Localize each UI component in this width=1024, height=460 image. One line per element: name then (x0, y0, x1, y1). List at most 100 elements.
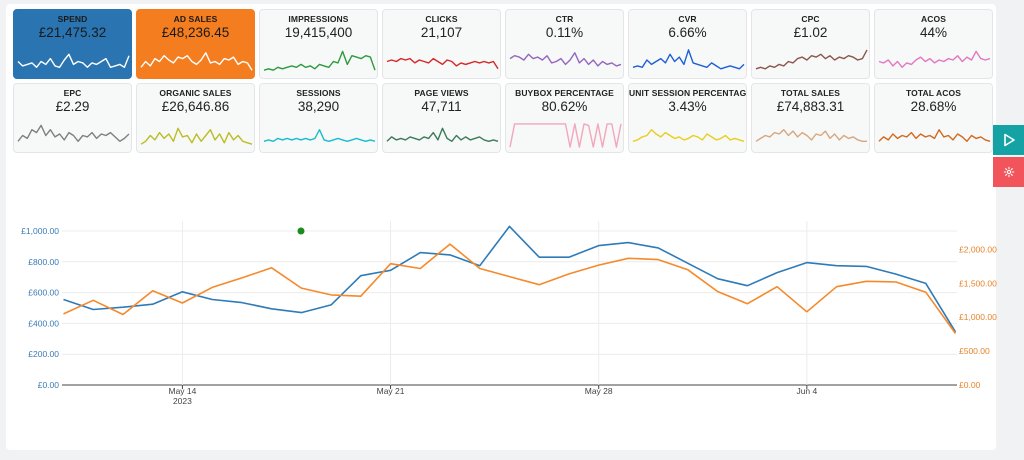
main-chart: £0.00 £200.00 £400.00 £600.00 £800.00 £1,000.… (0, 200, 1024, 420)
metric-card-sparkline (878, 50, 991, 68)
y-right-tick-label: £1,000.00 (959, 312, 997, 322)
metric-card-total-sales[interactable]: TOTAL SALES £74,883.31 (751, 83, 870, 153)
metric-card-value: 80.62% (541, 99, 588, 114)
metric-card-sparkline (878, 129, 991, 142)
sparkline-path (878, 129, 991, 142)
sparkline-path (140, 127, 253, 145)
metric-card-sparkline (263, 50, 376, 71)
metric-card-sparkline (632, 129, 745, 142)
sparkline-path (509, 123, 622, 148)
x-tick-label: Jun 4 (796, 386, 817, 396)
metric-card-sparkline (263, 129, 376, 142)
metric-card-value: 44% (919, 25, 948, 40)
metric-card-label: ORGANIC SALES (159, 88, 232, 98)
sparkline-path (755, 129, 867, 142)
metric-card-value: £2.29 (55, 99, 90, 114)
metric-card-sparkline (509, 52, 622, 67)
x-tick-label: May 28 (585, 386, 613, 396)
metric-card-sparkline (17, 124, 130, 142)
y-left-tick-label: £0.00 (38, 380, 60, 390)
metric-card-unit-session-percentage[interactable]: UNIT SESSION PERCENTAGE 3.43% (628, 83, 747, 153)
sparkline-path (17, 124, 130, 142)
metric-card-impressions[interactable]: IMPRESSIONS 19,415,400 (259, 9, 378, 79)
metric-card-cpc[interactable]: CPC £1.02 (751, 9, 870, 79)
metric-card-value: £1.02 (793, 25, 828, 40)
metric-card-value: £26,646.86 (161, 99, 230, 114)
metric-card-clicks[interactable]: CLICKS 21,107 (382, 9, 501, 79)
metric-card-sparkline (386, 127, 499, 142)
hover-marker-dot (297, 227, 305, 235)
metric-card-sparkline (509, 123, 622, 148)
metric-card-sparkline (140, 127, 253, 145)
metric-card-sparkline (17, 53, 130, 68)
metric-card-sparkline (632, 49, 745, 70)
y-left-tick-label: £800.00 (28, 257, 59, 267)
metric-card-value: £21,475.32 (38, 25, 107, 40)
x-tick-label: 2023 (173, 396, 192, 406)
sparkline-path (263, 50, 376, 71)
sparkline-path (755, 49, 868, 70)
metric-card-value: 47,711 (421, 99, 462, 114)
metric-card-label: SESSIONS (296, 88, 341, 98)
metric-card-value: 3.43% (668, 99, 707, 114)
sparkline-path (140, 52, 253, 71)
metric-card-value: 38,290 (297, 99, 340, 114)
metric-card-buybox-percentage[interactable]: BUYBOX PERCENTAGE 80.62% (505, 83, 624, 153)
y-left-tick-label: £200.00 (28, 349, 59, 359)
metric-card-ctr[interactable]: CTR 0.11% (505, 9, 624, 79)
metric-card-value: 28.68% (910, 99, 957, 114)
metric-card-total-acos[interactable]: TOTAL ACOS 28.68% (874, 83, 993, 153)
y-left-tick-label: £400.00 (28, 318, 59, 328)
series-line-spend (63, 225, 957, 333)
play-button[interactable] (993, 125, 1024, 155)
metric-card-label: UNIT SESSION PERCENTAGE (629, 88, 747, 98)
metric-card-label: TOTAL SALES (780, 88, 841, 98)
metric-card-label: CLICKS (425, 14, 458, 24)
metric-card-label: EPC (63, 88, 82, 98)
main-line-chart: £0.00 £200.00 £400.00 £600.00 £800.00 £1,000.… (21, 221, 997, 406)
metric-card-organic-sales[interactable]: ORGANIC SALES £26,646.86 (136, 83, 255, 153)
metric-card-value: 6.66% (668, 25, 707, 40)
metric-card-epc[interactable]: EPC £2.29 (13, 83, 132, 153)
metric-card-value: £74,883.31 (776, 99, 845, 114)
sparkline-path (509, 52, 622, 67)
metric-card-label: CTR (555, 14, 574, 24)
metric-card-label: BUYBOX PERCENTAGE (515, 88, 614, 98)
y-left-tick-label: £1,000.00 (21, 226, 59, 236)
sparkline-path (632, 49, 745, 70)
metric-card-label: AD SALES (173, 14, 218, 24)
metric-card-value: 19,415,400 (284, 25, 353, 40)
metric-card-spend[interactable]: SPEND £21,475.32 (13, 9, 132, 79)
metric-card-value: 0.11% (545, 25, 584, 40)
sparkline-path (263, 129, 376, 142)
metric-card-label: CPC (801, 14, 820, 24)
y-left-tick-label: £600.00 (28, 288, 59, 298)
y-right-tick-label: £1,500.00 (959, 278, 997, 288)
metric-card-value: 21,107 (420, 25, 463, 40)
metric-card-cvr[interactable]: CVR 6.66% (628, 9, 747, 79)
metric-card-sparkline (755, 129, 867, 142)
metric-card-sparkline (755, 49, 868, 70)
metric-card-label: IMPRESSIONS (288, 14, 349, 24)
series-line-ad-sales (63, 243, 957, 334)
settings-button[interactable] (993, 157, 1024, 187)
metric-card-sessions[interactable]: SESSIONS 38,290 (259, 83, 378, 153)
metric-card-sparkline (140, 52, 253, 71)
metric-card-label: ACOS (921, 14, 946, 24)
sparkline-path (386, 57, 499, 70)
y-right-tick-label: £0.00 (959, 380, 981, 390)
x-tick-label: May 21 (377, 386, 405, 396)
sparkline-path (386, 127, 499, 142)
sparkline-path (632, 129, 745, 142)
sparkline-path (878, 50, 991, 68)
metric-card-value: £48,236.45 (161, 25, 230, 40)
metric-card-ad-sales[interactable]: AD SALES £48,236.45 (136, 9, 255, 79)
metric-card-page-views[interactable]: PAGE VIEWS 47,711 (382, 83, 501, 153)
metric-card-label: PAGE VIEWS (414, 88, 469, 98)
metric-card-acos[interactable]: ACOS 44% (874, 9, 993, 79)
gear-icon (1003, 166, 1014, 178)
metric-card-sparkline (386, 57, 499, 70)
y-right-tick-label: £2,000.00 (959, 244, 997, 254)
metric-cards-grid: SPEND £21,475.32 AD SALES £48,236.45 IMPRESS… (13, 9, 999, 157)
metric-card-label: SPEND (57, 14, 88, 24)
